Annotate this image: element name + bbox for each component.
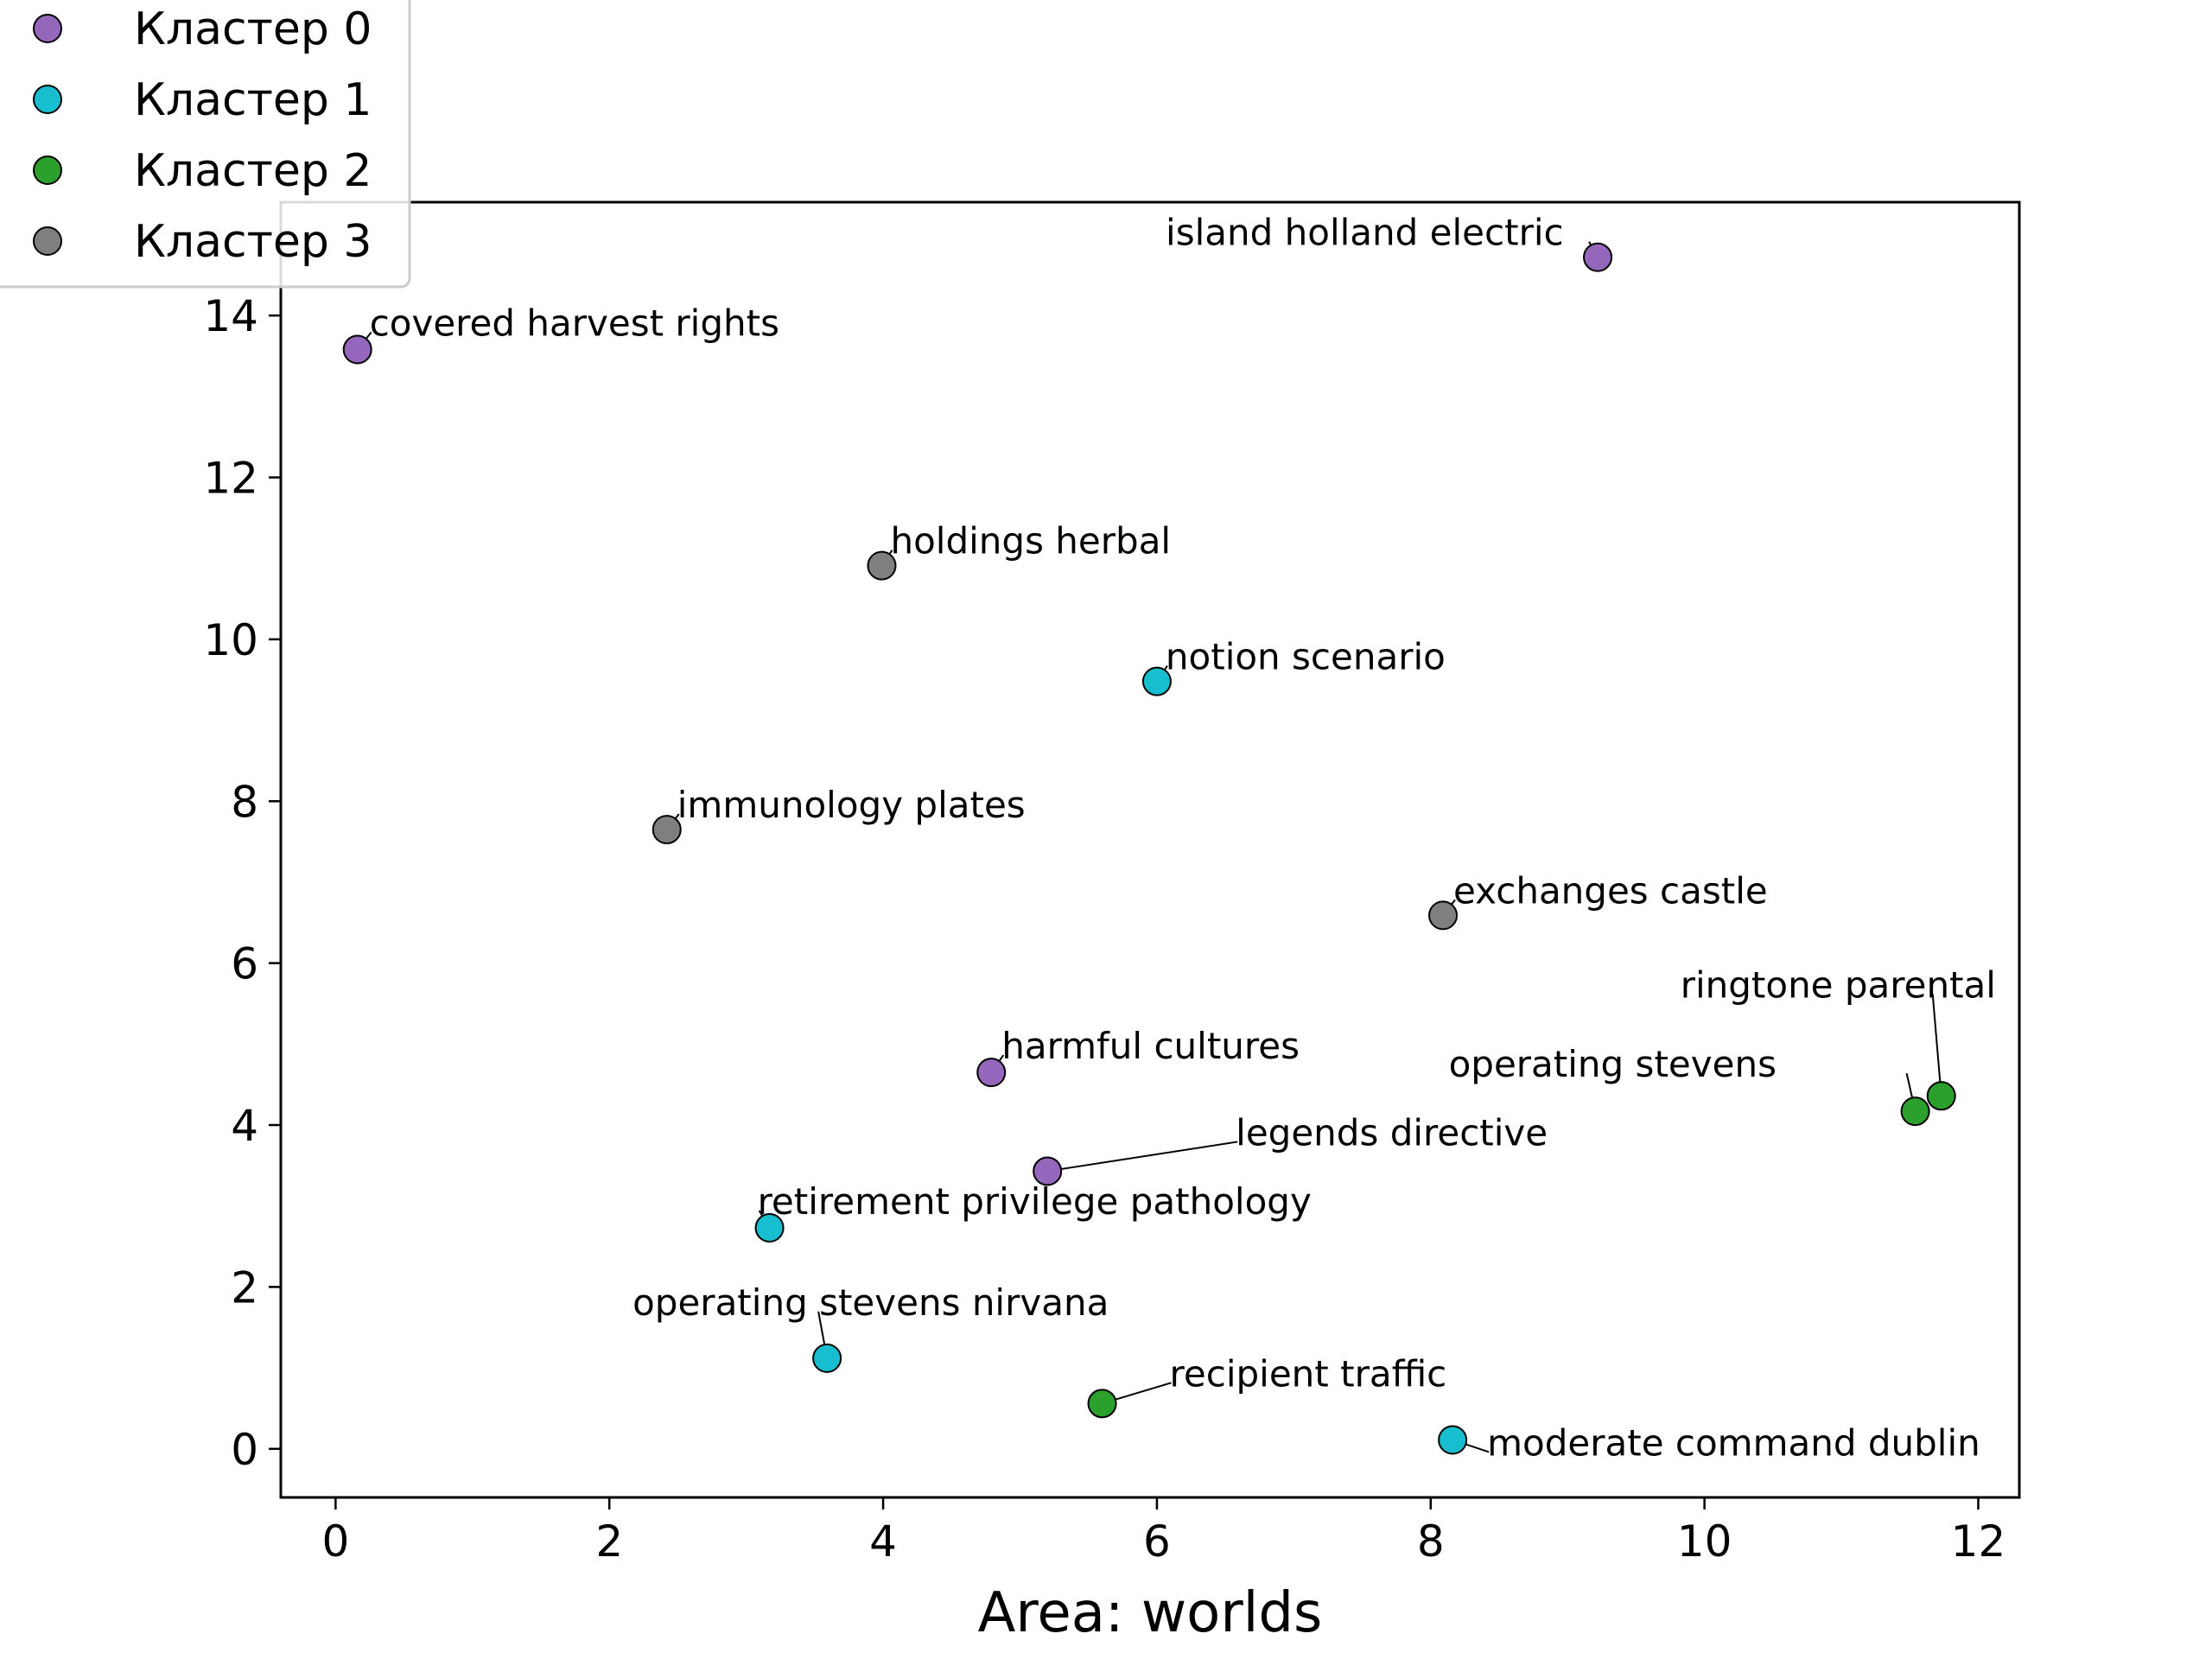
legend: Кластер 0 Кластер 1 Кластер 2 Кластер 3 <box>0 0 411 289</box>
legend-marker <box>33 226 62 256</box>
leader-line <box>1047 1141 1238 1173</box>
legend-entry: Кластер 1 <box>134 74 372 126</box>
y-tick-label: 8 <box>231 777 258 827</box>
point-label: operating stevens nirvana <box>632 1281 1109 1324</box>
point-label: island holland electric <box>1166 212 1564 254</box>
legend-entry: Кластер 2 <box>134 145 372 197</box>
point-label: legends directive <box>1236 1111 1548 1154</box>
x-tick-label: 8 <box>1417 1516 1445 1567</box>
legend-entry: Кластер 3 <box>134 216 372 268</box>
data-point <box>342 334 372 365</box>
y-tick-label: 10 <box>203 615 258 665</box>
data-point <box>652 815 682 845</box>
plot-frame <box>279 200 2021 1499</box>
point-label: moderate command dublin <box>1487 1421 1980 1464</box>
point-label: ringtone parental <box>1681 963 1996 1006</box>
x-tick-label: 10 <box>1677 1516 1732 1567</box>
data-point <box>1900 1096 1930 1127</box>
y-tick-label: 4 <box>231 1101 258 1151</box>
x-tick-label: 4 <box>869 1516 897 1567</box>
point-label: recipient traffic <box>1170 1352 1447 1395</box>
y-tick-label: 14 <box>203 291 258 341</box>
x-tick-label: 12 <box>1951 1516 2006 1567</box>
data-point <box>1087 1389 1117 1419</box>
point-label: immunology plates <box>677 784 1026 826</box>
legend-marker <box>33 85 62 114</box>
data-point <box>1141 666 1172 696</box>
y-tick-label: 2 <box>231 1262 258 1313</box>
points-layer: island holland electric covered harvest r… <box>342 212 1996 1464</box>
point-label: operating stevens <box>1449 1043 1777 1085</box>
data-point <box>1583 242 1613 272</box>
legend-marker <box>33 156 62 185</box>
point-label: notion scenario <box>1166 636 1446 678</box>
x-tick-label: 2 <box>595 1516 623 1567</box>
data-point <box>867 550 897 581</box>
y-tick-label: 12 <box>203 454 258 504</box>
y-tick-label: 6 <box>231 939 258 989</box>
x-tick-label: 6 <box>1143 1516 1171 1567</box>
point-label: harmful cultures <box>1001 1025 1300 1067</box>
legend-entry: Кластер 0 <box>134 3 372 55</box>
point-label: holdings herbal <box>890 520 1171 563</box>
point-label: covered harvest rights <box>370 302 779 345</box>
data-point <box>976 1058 1007 1088</box>
data-point <box>754 1213 785 1243</box>
leader-line <box>1931 994 1942 1096</box>
point-label: exchanges castle <box>1453 869 1768 912</box>
data-point <box>812 1343 842 1373</box>
x-tick-label: 0 <box>321 1516 349 1567</box>
data-point <box>1438 1425 1468 1455</box>
data-point <box>1428 900 1459 931</box>
x-axis-title: Area: worlds <box>978 1581 1323 1645</box>
data-point <box>1033 1156 1063 1186</box>
data-point <box>1926 1081 1956 1111</box>
point-label: retirement privilege pathology <box>758 1180 1312 1223</box>
axes-layer: 0 2 4 6 8 10 12 0 2 4 6 8 10 12 14 Area: worlds <box>203 200 2021 1645</box>
legend-marker <box>33 14 62 43</box>
legend-box <box>0 0 411 289</box>
y-tick-label: 0 <box>231 1425 258 1475</box>
